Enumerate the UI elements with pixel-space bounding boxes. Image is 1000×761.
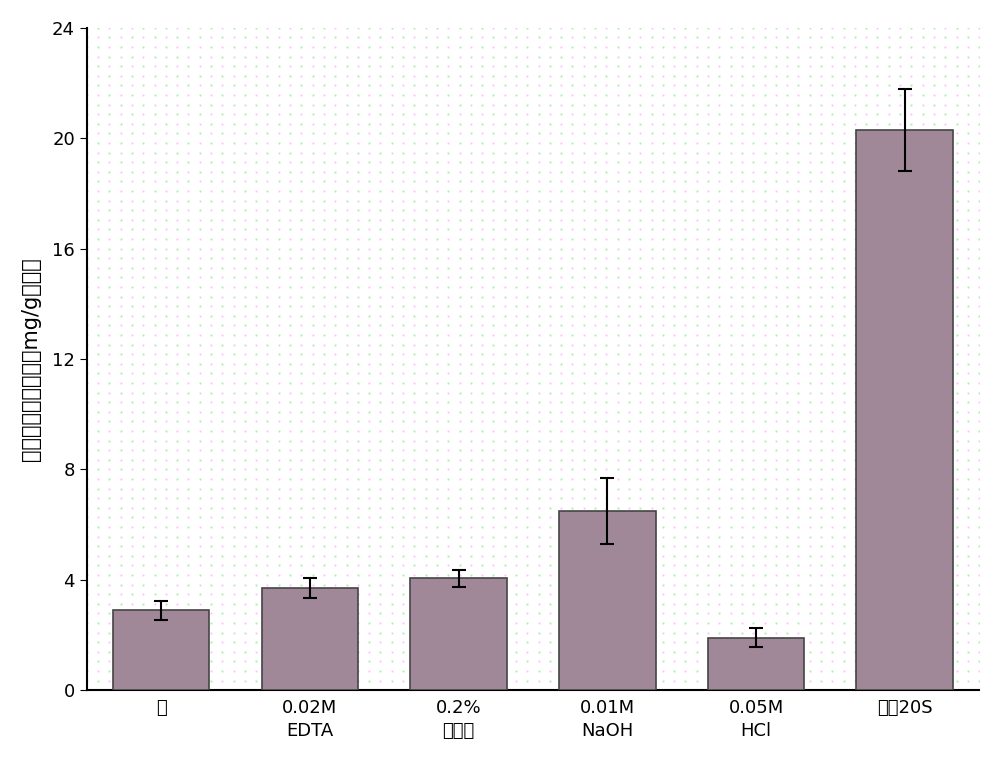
- Bar: [856, 130, 953, 690]
- Y-axis label: 内层黏液层含糖量（mg/g种子）: 内层黏液层含糖量（mg/g种子）: [21, 257, 41, 461]
- Bar: [113, 610, 209, 690]
- Bar: [262, 588, 358, 690]
- Bar: [559, 511, 656, 690]
- Bar: [708, 638, 804, 690]
- Bar: [410, 578, 507, 690]
